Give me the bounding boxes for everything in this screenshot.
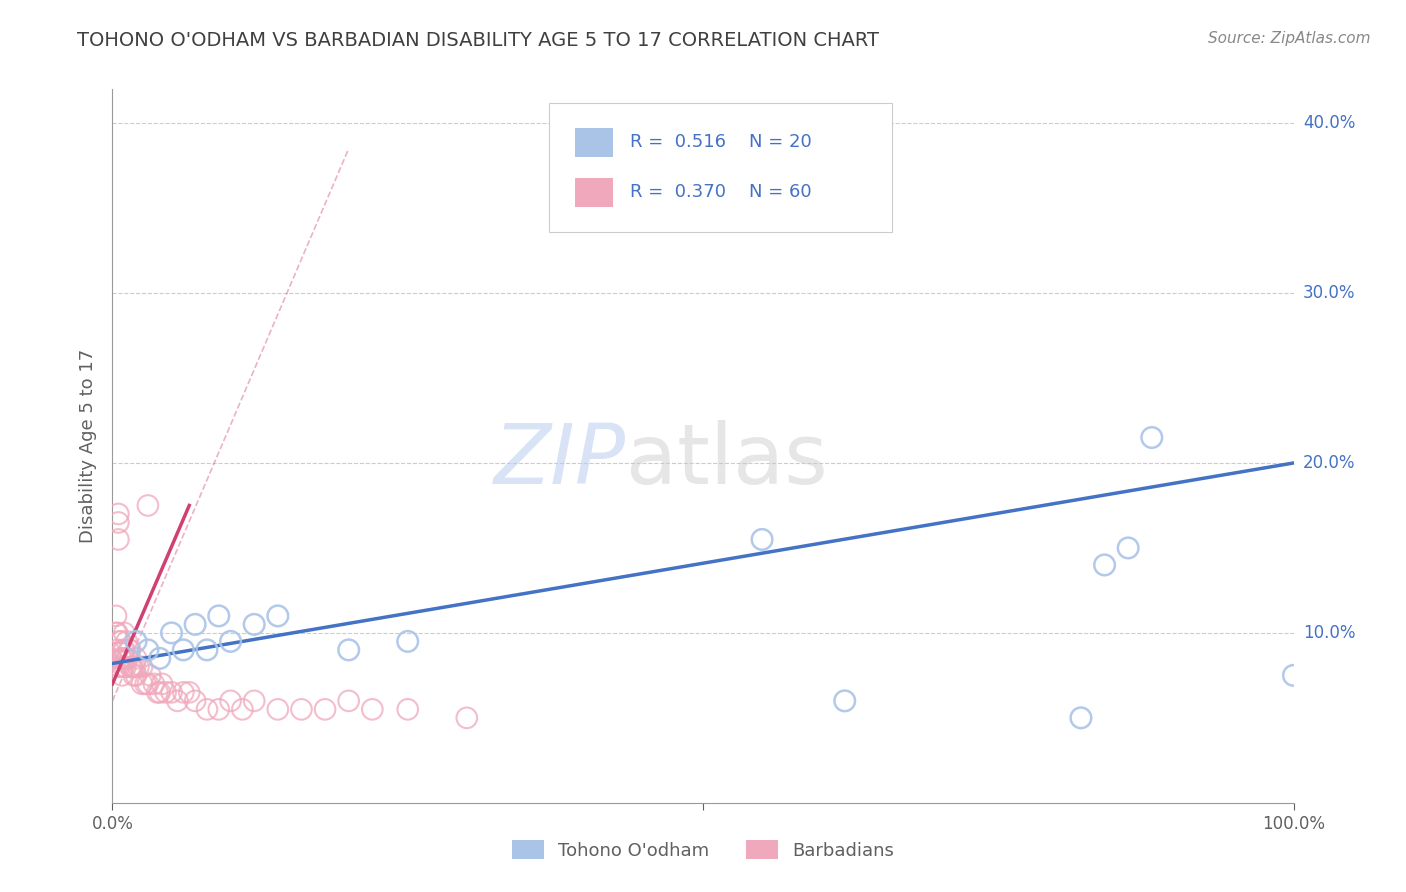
Point bbox=[107, 507, 129, 521]
Point bbox=[110, 651, 132, 665]
Point bbox=[105, 626, 128, 640]
Point bbox=[219, 694, 242, 708]
Point bbox=[160, 626, 183, 640]
Legend: Tohono O'odham, Barbadians: Tohono O'odham, Barbadians bbox=[505, 833, 901, 867]
Point bbox=[107, 516, 129, 530]
Point bbox=[105, 643, 128, 657]
Point bbox=[146, 685, 169, 699]
Point bbox=[267, 702, 290, 716]
Point bbox=[172, 643, 194, 657]
Point bbox=[108, 634, 131, 648]
Text: R =  0.516    N = 20: R = 0.516 N = 20 bbox=[630, 133, 811, 151]
Point bbox=[111, 668, 134, 682]
Point bbox=[172, 685, 194, 699]
Point bbox=[111, 651, 134, 665]
Point bbox=[290, 702, 312, 716]
Point bbox=[120, 643, 142, 657]
Text: 40.0%: 40.0% bbox=[1303, 114, 1355, 132]
Point bbox=[135, 677, 157, 691]
Point bbox=[751, 533, 773, 547]
Point bbox=[122, 668, 145, 682]
Point bbox=[110, 634, 132, 648]
Point bbox=[112, 660, 135, 674]
Point bbox=[1140, 430, 1163, 444]
Point bbox=[1070, 711, 1092, 725]
Point bbox=[337, 694, 360, 708]
Point bbox=[219, 634, 242, 648]
Point bbox=[112, 626, 135, 640]
Point bbox=[125, 634, 148, 648]
Point bbox=[361, 702, 384, 716]
Point bbox=[243, 694, 266, 708]
Point bbox=[115, 651, 138, 665]
Point bbox=[131, 660, 153, 674]
Point bbox=[125, 668, 148, 682]
Point bbox=[107, 533, 129, 547]
Point bbox=[149, 685, 172, 699]
Point bbox=[208, 702, 231, 716]
FancyBboxPatch shape bbox=[575, 128, 613, 157]
Text: 20.0%: 20.0% bbox=[1303, 454, 1355, 472]
Point bbox=[179, 685, 201, 699]
Point bbox=[243, 617, 266, 632]
FancyBboxPatch shape bbox=[575, 178, 613, 207]
FancyBboxPatch shape bbox=[550, 103, 891, 232]
Point bbox=[456, 711, 478, 725]
Text: ZIP: ZIP bbox=[495, 420, 626, 500]
Point bbox=[112, 643, 135, 657]
Text: atlas: atlas bbox=[626, 420, 828, 500]
Point bbox=[396, 634, 419, 648]
Point bbox=[337, 643, 360, 657]
Y-axis label: Disability Age 5 to 17: Disability Age 5 to 17 bbox=[79, 349, 97, 543]
Point bbox=[125, 651, 148, 665]
Point bbox=[112, 651, 135, 665]
Point bbox=[136, 499, 159, 513]
Point bbox=[149, 651, 172, 665]
Point bbox=[108, 660, 131, 674]
Point bbox=[120, 660, 142, 674]
Text: 30.0%: 30.0% bbox=[1303, 284, 1355, 302]
Point bbox=[160, 685, 183, 699]
Point bbox=[136, 643, 159, 657]
Point bbox=[105, 626, 128, 640]
Text: TOHONO O'ODHAM VS BARBADIAN DISABILITY AGE 5 TO 17 CORRELATION CHART: TOHONO O'ODHAM VS BARBADIAN DISABILITY A… bbox=[77, 31, 879, 50]
Point bbox=[1282, 668, 1305, 682]
Point bbox=[112, 643, 135, 657]
Point bbox=[136, 677, 159, 691]
Point bbox=[120, 660, 142, 674]
Point bbox=[105, 608, 128, 623]
Point bbox=[184, 617, 207, 632]
Point bbox=[834, 694, 856, 708]
Point bbox=[121, 660, 143, 674]
Point bbox=[184, 694, 207, 708]
Text: R =  0.370    N = 60: R = 0.370 N = 60 bbox=[630, 183, 811, 201]
Point bbox=[117, 651, 139, 665]
Point bbox=[155, 685, 177, 699]
Point bbox=[166, 694, 188, 708]
Point bbox=[231, 702, 253, 716]
Point bbox=[1116, 541, 1139, 555]
Point bbox=[139, 668, 162, 682]
Point bbox=[150, 677, 173, 691]
Point bbox=[124, 660, 146, 674]
Text: 10.0%: 10.0% bbox=[1303, 624, 1355, 642]
Point bbox=[267, 608, 290, 623]
Point bbox=[195, 702, 218, 716]
Point bbox=[114, 660, 136, 674]
Point bbox=[1094, 558, 1116, 572]
Point bbox=[131, 677, 153, 691]
Point bbox=[195, 643, 218, 657]
Point bbox=[118, 643, 141, 657]
Point bbox=[314, 702, 336, 716]
Point bbox=[396, 702, 419, 716]
Point bbox=[208, 608, 231, 623]
Point bbox=[115, 634, 138, 648]
Text: Source: ZipAtlas.com: Source: ZipAtlas.com bbox=[1208, 31, 1371, 46]
Point bbox=[142, 677, 165, 691]
Point bbox=[127, 660, 149, 674]
